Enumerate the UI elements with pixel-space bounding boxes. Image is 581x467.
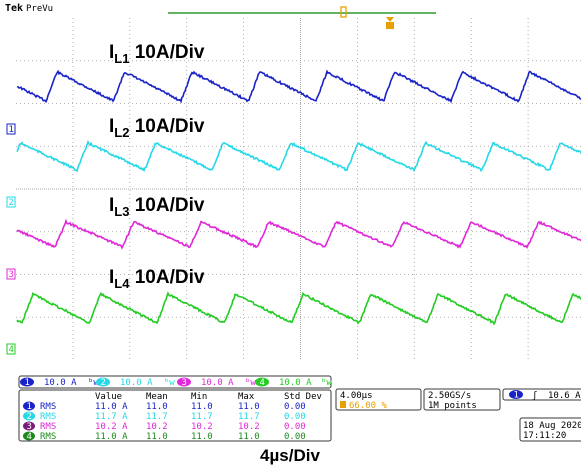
svg-text:IL1 10A/Div: IL1 10A/Div <box>109 42 205 66</box>
horizontal-position-icon <box>340 401 346 408</box>
svg-text:10.2 A: 10.2 A <box>95 422 128 432</box>
time-per-division-caption: 4µs/Div <box>260 446 320 465</box>
svg-text:IL2 10A/Div: IL2 10A/Div <box>109 116 205 140</box>
svg-text:11.0 A: 11.0 A <box>95 432 128 442</box>
date-text: 18 Aug 2020 <box>523 421 581 431</box>
svg-text:11.0: 11.0 <box>191 432 213 442</box>
svg-text:11.0: 11.0 <box>191 402 213 412</box>
trigger-slope-icon: ʃ <box>532 391 537 401</box>
ch3-waveform <box>16 218 581 250</box>
trigger-marker-icon[interactable] <box>386 17 394 29</box>
svg-text:3: 3 <box>9 270 14 280</box>
meas-header-min: Min <box>191 392 207 402</box>
graticule <box>16 18 581 360</box>
ch4-ground-marker[interactable]: 4 <box>6 343 16 355</box>
measurement-panel: Value Mean Min Max Std Dev 1 RMS 11.0 A … <box>18 389 332 443</box>
svg-text:0.00: 0.00 <box>284 402 306 412</box>
svg-text:10.0 A: 10.0 A <box>201 378 234 388</box>
svg-text:2: 2 <box>27 412 32 422</box>
ch3-scale[interactable]: 3 10.0 A ᵇw <box>177 377 256 389</box>
ch3-ground-marker[interactable]: 3 <box>6 268 16 280</box>
svg-text:0.00: 0.00 <box>284 412 306 422</box>
svg-text:2: 2 <box>101 378 106 388</box>
trigger-position-icon <box>340 6 347 18</box>
channel-scale-bar: 1 10.0 A ᵇw 2 10.0 A ᵇw 3 10.0 A ᵇw 4 10… <box>18 375 332 389</box>
meas-header-stddev: Std Dev <box>284 392 322 402</box>
ch2-scale[interactable]: 2 10.0 A ᵇw <box>96 377 175 389</box>
svg-text:ᵇw: ᵇw <box>88 378 99 388</box>
svg-text:RMS: RMS <box>40 422 56 432</box>
svg-text:11.7: 11.7 <box>238 412 260 422</box>
channel-label-3: IL3 10A/Div <box>109 195 205 219</box>
trigger-panel[interactable]: 1 ʃ 10.6 A <box>502 388 581 401</box>
svg-text:10.0 A: 10.0 A <box>44 378 77 388</box>
channel-label-2: IL2 10A/Div <box>109 116 205 140</box>
svg-text:1: 1 <box>514 391 519 401</box>
svg-text:1: 1 <box>9 125 14 135</box>
datetime-panel: 18 Aug 2020 17:11:20 <box>519 417 581 442</box>
svg-text:4: 4 <box>260 378 265 388</box>
svg-text:3: 3 <box>182 378 187 388</box>
svg-text:10.0 A: 10.0 A <box>279 378 312 388</box>
ch4-waveform <box>16 291 581 326</box>
ch2-waveform <box>16 139 581 173</box>
acquisition-panel[interactable]: 2.50GS/s 1M points <box>423 388 501 411</box>
svg-text:0.00: 0.00 <box>284 422 306 432</box>
svg-text:10.2: 10.2 <box>191 422 213 432</box>
svg-text:ᵇw: ᵇw <box>164 378 175 388</box>
svg-text:RMS: RMS <box>40 402 56 412</box>
ch1-ground-marker[interactable]: 1 <box>6 123 16 135</box>
meas-row-2[interactable]: 2 RMS 11.7 A 11.7 11.7 11.7 0.00 <box>23 411 306 423</box>
svg-text:11.7 A: 11.7 A <box>95 412 128 422</box>
ch4-scale[interactable]: 4 10.0 A ᵇw <box>255 377 332 389</box>
channel-label-1: IL1 10A/Div <box>109 42 205 66</box>
svg-text:3: 3 <box>27 422 32 432</box>
svg-text:RMS: RMS <box>40 432 56 442</box>
svg-text:4: 4 <box>9 345 14 355</box>
svg-text:10.0 A: 10.0 A <box>120 378 153 388</box>
meas-header-mean: Mean <box>146 392 168 402</box>
svg-text:ᵇw: ᵇw <box>245 378 256 388</box>
svg-text:0.00: 0.00 <box>284 432 306 442</box>
ch2-ground-marker[interactable]: 2 <box>6 196 16 208</box>
svg-text:11.7: 11.7 <box>191 412 213 422</box>
svg-text:1: 1 <box>25 378 30 388</box>
svg-text:IL3 10A/Div: IL3 10A/Div <box>109 195 205 219</box>
ch1-waveform <box>16 69 581 104</box>
svg-text:10.2: 10.2 <box>238 422 260 432</box>
svg-text:1: 1 <box>27 402 32 412</box>
meas-header-value: Value <box>95 392 122 402</box>
meas-row-1[interactable]: 1 RMS 11.0 A 11.0 11.0 11.0 0.00 <box>23 401 306 413</box>
brand-prevu: PreVu <box>26 4 53 14</box>
meas-header-max: Max <box>238 392 255 402</box>
timebase-position: 66.00 % <box>349 401 388 411</box>
svg-text:11.0: 11.0 <box>238 432 260 442</box>
timebase-panel[interactable]: 4.00µs 66.00 % <box>335 388 422 411</box>
meas-row-3[interactable]: 3 RMS 10.2 A 10.2 10.2 10.2 0.00 <box>23 421 306 433</box>
time-text: 17:11:20 <box>523 431 566 441</box>
svg-text:10.2: 10.2 <box>146 422 168 432</box>
svg-text:ᵇw: ᵇw <box>321 378 332 388</box>
timebase-scale: 4.00µs <box>340 391 373 401</box>
ch1-scale[interactable]: 1 10.0 A ᵇw <box>20 377 99 389</box>
sample-rate: 2.50GS/s <box>428 391 471 401</box>
svg-text:4: 4 <box>27 432 32 442</box>
svg-text:11.0: 11.0 <box>146 402 168 412</box>
record-length: 1M points <box>428 401 477 411</box>
svg-text:11.0: 11.0 <box>146 432 168 442</box>
waveforms <box>16 69 581 326</box>
svg-text:IL4 10A/Div: IL4 10A/Div <box>109 267 205 291</box>
brand-tek: Tek <box>5 3 23 14</box>
svg-text:11.0 A: 11.0 A <box>95 402 128 412</box>
svg-text:11.0: 11.0 <box>238 402 260 412</box>
meas-row-4[interactable]: 4 RMS 11.0 A 11.0 11.0 11.0 0.00 <box>23 431 306 443</box>
trigger-level: 10.6 A <box>548 391 581 401</box>
svg-text:11.7: 11.7 <box>146 412 168 422</box>
channel-label-4: IL4 10A/Div <box>109 267 205 291</box>
svg-text:RMS: RMS <box>40 412 56 422</box>
svg-text:2: 2 <box>9 198 14 208</box>
